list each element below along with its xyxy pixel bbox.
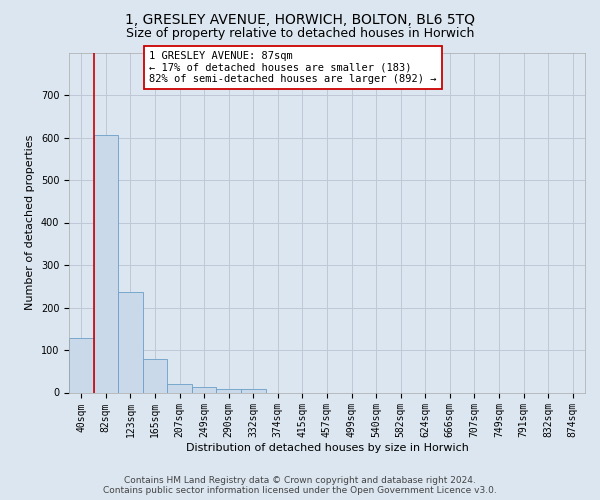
Text: 1, GRESLEY AVENUE, HORWICH, BOLTON, BL6 5TQ: 1, GRESLEY AVENUE, HORWICH, BOLTON, BL6 … <box>125 12 475 26</box>
Bar <box>94 134 118 392</box>
Bar <box>217 389 241 392</box>
Bar <box>167 384 192 392</box>
Text: Size of property relative to detached houses in Horwich: Size of property relative to detached ho… <box>126 28 474 40</box>
X-axis label: Distribution of detached houses by size in Horwich: Distribution of detached houses by size … <box>185 443 469 453</box>
Bar <box>241 389 266 392</box>
Text: 1 GRESLEY AVENUE: 87sqm
← 17% of detached houses are smaller (183)
82% of semi-d: 1 GRESLEY AVENUE: 87sqm ← 17% of detache… <box>149 51 436 84</box>
Bar <box>118 292 143 392</box>
Bar <box>192 387 217 392</box>
Bar <box>69 338 94 392</box>
Text: Contains HM Land Registry data © Crown copyright and database right 2024.
Contai: Contains HM Land Registry data © Crown c… <box>103 476 497 495</box>
Bar <box>143 358 167 392</box>
Y-axis label: Number of detached properties: Number of detached properties <box>25 135 35 310</box>
